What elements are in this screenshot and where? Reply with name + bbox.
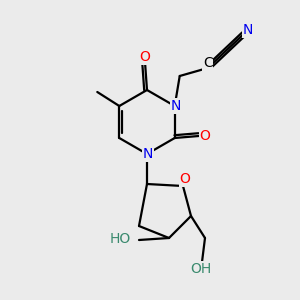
Text: O: O <box>180 172 190 186</box>
Text: OH: OH <box>190 262 212 276</box>
Text: N: N <box>170 99 181 113</box>
Text: C: C <box>203 56 213 70</box>
Text: O: O <box>199 129 210 143</box>
Text: HO: HO <box>110 232 131 246</box>
Text: O: O <box>140 50 150 64</box>
Text: N: N <box>143 147 153 161</box>
Text: N: N <box>242 23 253 37</box>
